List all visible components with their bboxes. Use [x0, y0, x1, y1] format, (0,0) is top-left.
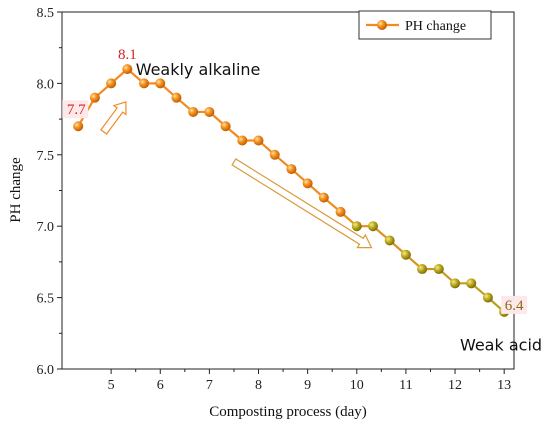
falling-trend-arrow [231, 158, 373, 249]
x-tick-label: 6 [157, 378, 164, 393]
weak-acid-annotation: Weak acid [460, 336, 542, 355]
y-tick-label: 7.5 [37, 149, 55, 164]
ph-data-point [351, 221, 362, 232]
legend-label: PH change [405, 19, 466, 34]
ph-data-point [139, 78, 150, 89]
ph-data-point [400, 249, 411, 260]
ph-data-point [171, 92, 182, 103]
x-tick-label: 7 [206, 378, 213, 393]
x-tick-label: 5 [108, 378, 115, 393]
rising-trend-arrow [100, 101, 127, 135]
ph-data-point [122, 64, 133, 75]
data-label: 8.1 [118, 47, 137, 63]
weakly-alkaline-annotation: Weakly alkaline [136, 60, 261, 79]
ph-data-point [253, 135, 264, 146]
x-tick-label: 13 [497, 378, 511, 393]
ph-data-point [286, 164, 297, 175]
ph-data-point [106, 78, 117, 89]
ph-data-point [73, 121, 84, 132]
ph-data-point [417, 264, 428, 275]
x-axis-title: Composting process (day) [209, 404, 366, 420]
data-label-highlight [501, 295, 528, 314]
y-tick-label: 7.0 [37, 220, 55, 235]
ph-data-point [384, 235, 395, 246]
ph-series-line [77, 68, 505, 313]
ph-data-point [204, 106, 215, 117]
x-tick-label: 10 [350, 378, 364, 393]
data-label-highlight [62, 100, 89, 119]
ph-data-point [155, 78, 166, 89]
y-tick-label: 8.0 [37, 77, 55, 92]
ph-data-point [433, 264, 444, 275]
x-tick-label: 12 [448, 378, 462, 393]
ph-data-point [335, 206, 346, 217]
y-axis-title: PH change [8, 157, 24, 223]
legend: PH change [358, 10, 492, 40]
x-tick-label: 8 [255, 378, 262, 393]
y-tick-label: 8.5 [37, 6, 55, 21]
ph-data-point [318, 192, 329, 203]
ph-data-point [188, 106, 199, 117]
y-tick-label: 6.0 [37, 363, 55, 378]
ph-data-point [482, 292, 493, 303]
ph-data-point [466, 278, 477, 289]
y-tick-label: 6.5 [37, 292, 55, 307]
ph-data-point [302, 178, 313, 189]
ph-data-point [450, 278, 461, 289]
legend-marker [377, 20, 387, 30]
ph-data-point [367, 221, 378, 232]
ph-data-point [220, 121, 231, 132]
x-tick-label: 11 [399, 378, 412, 393]
ph-data-point [89, 92, 100, 103]
ph-data-point [269, 149, 280, 160]
data-label: 6.4 [505, 298, 524, 314]
x-tick-label: 9 [304, 378, 311, 393]
ph-data-point [237, 135, 248, 146]
data-label: 7.7 [67, 102, 86, 118]
